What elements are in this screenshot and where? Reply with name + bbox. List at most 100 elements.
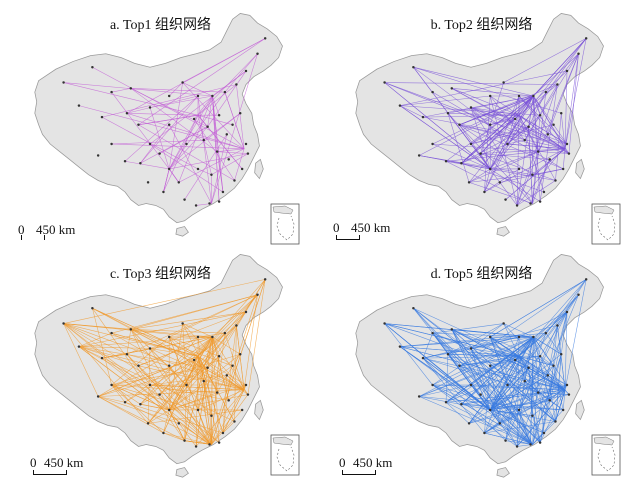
city-node bbox=[215, 391, 219, 394]
network-link bbox=[138, 365, 245, 391]
network-link bbox=[484, 115, 520, 193]
scale-distance-b: 450 km bbox=[351, 220, 391, 235]
network-link bbox=[549, 384, 568, 401]
network-link bbox=[130, 88, 208, 127]
network-link bbox=[211, 394, 249, 445]
network-link bbox=[147, 336, 213, 424]
scale-zero-d: 0 bbox=[339, 455, 346, 470]
city-node bbox=[515, 204, 519, 207]
city-node bbox=[538, 354, 542, 358]
city-node bbox=[125, 353, 129, 356]
network-link bbox=[447, 354, 541, 443]
network-link bbox=[211, 53, 258, 204]
network-link bbox=[163, 115, 199, 193]
network-link bbox=[528, 367, 541, 443]
city-node bbox=[263, 37, 267, 40]
city-node bbox=[531, 414, 534, 417]
network-link bbox=[422, 95, 534, 118]
city-node bbox=[139, 402, 142, 406]
network-link bbox=[447, 354, 539, 393]
network-link bbox=[432, 95, 534, 145]
city-node bbox=[538, 200, 542, 203]
network-link bbox=[451, 329, 518, 447]
network-link bbox=[524, 53, 579, 141]
network-link bbox=[484, 148, 566, 193]
city-node bbox=[215, 150, 219, 153]
taiwan-island-2 bbox=[254, 399, 264, 421]
city-node bbox=[460, 161, 463, 165]
city-node bbox=[223, 331, 227, 335]
network-link bbox=[447, 113, 518, 206]
network-link bbox=[197, 115, 243, 170]
city-node bbox=[527, 125, 530, 128]
network-link bbox=[130, 88, 218, 152]
city-node bbox=[527, 366, 530, 369]
network-link bbox=[470, 348, 541, 443]
city-node bbox=[565, 383, 569, 387]
network-link bbox=[413, 307, 520, 357]
network-link bbox=[234, 325, 237, 422]
china-land-1 bbox=[355, 13, 604, 224]
network-link bbox=[459, 355, 541, 367]
network-link bbox=[564, 38, 587, 149]
network-link bbox=[197, 95, 212, 204]
city-node bbox=[235, 324, 238, 327]
city-node bbox=[62, 322, 65, 325]
city-node bbox=[217, 113, 221, 117]
network-link bbox=[518, 365, 554, 411]
network-link bbox=[226, 375, 245, 391]
network-link bbox=[432, 143, 491, 170]
city-node bbox=[194, 445, 198, 448]
city-node bbox=[137, 123, 140, 127]
city-node bbox=[196, 167, 200, 171]
network-link bbox=[432, 384, 566, 391]
network-link bbox=[516, 294, 579, 447]
network-link bbox=[197, 332, 225, 338]
city-node bbox=[502, 81, 505, 84]
network-link bbox=[503, 38, 587, 83]
network-link bbox=[489, 126, 529, 170]
network-link bbox=[470, 348, 533, 445]
network-link bbox=[169, 153, 248, 170]
network-link bbox=[197, 336, 212, 445]
network-link bbox=[92, 308, 185, 441]
network-link bbox=[518, 114, 568, 145]
network-link bbox=[432, 91, 564, 170]
network-link bbox=[186, 332, 226, 386]
network-link bbox=[111, 359, 195, 386]
city-node bbox=[233, 420, 236, 423]
city-node bbox=[223, 90, 227, 94]
network-link bbox=[222, 325, 237, 434]
city-node bbox=[523, 138, 527, 142]
network-link bbox=[384, 82, 558, 85]
network-link bbox=[422, 355, 520, 359]
network-link bbox=[168, 336, 213, 411]
city-node bbox=[565, 69, 569, 73]
city-node bbox=[123, 160, 127, 163]
network-link bbox=[140, 336, 199, 405]
network-link bbox=[470, 95, 534, 145]
hainan-island-0 bbox=[175, 226, 189, 237]
network-link bbox=[490, 355, 520, 367]
network-link bbox=[168, 323, 183, 411]
scale-tick-right-a bbox=[44, 235, 45, 240]
network-link bbox=[63, 323, 99, 397]
network-link bbox=[178, 95, 213, 183]
network-link bbox=[384, 82, 491, 126]
network-link bbox=[399, 105, 541, 116]
city-node bbox=[584, 278, 588, 281]
network-link bbox=[432, 143, 569, 154]
panel-title-c: c. Top3 组织网络 bbox=[109, 267, 212, 282]
panel-c: c. Top3 组织网络 0 450 km bbox=[0, 249, 321, 497]
network-link bbox=[384, 323, 491, 411]
scale-line-b bbox=[336, 239, 360, 240]
city-node bbox=[538, 113, 542, 117]
network-link bbox=[518, 355, 548, 376]
scale-zero-c: 0 bbox=[30, 455, 37, 470]
network-link bbox=[197, 168, 212, 175]
city-node bbox=[417, 154, 421, 157]
network-link bbox=[63, 323, 212, 445]
network-link bbox=[516, 336, 520, 447]
city-node bbox=[506, 383, 509, 387]
network-link bbox=[484, 365, 491, 434]
